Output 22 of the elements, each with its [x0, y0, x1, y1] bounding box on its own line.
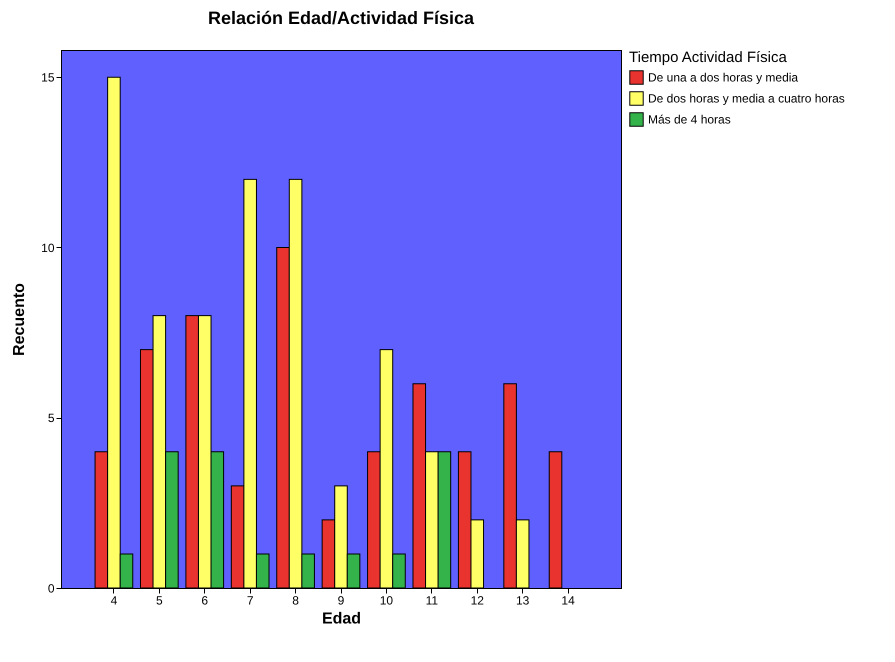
y-tick-label: 15 [41, 70, 55, 85]
x-tick-label: 14 [561, 594, 576, 608]
legend-label: De una a dos horas y media [648, 70, 798, 84]
y-tick-label: 0 [48, 582, 55, 596]
x-tick-label: 4 [110, 594, 118, 608]
y-tick-label: 10 [41, 240, 55, 255]
legend-title: Tiempo Actividad Física [629, 49, 788, 66]
legend-label: De dos horas y media a cuatro horas [648, 92, 845, 106]
y-axis-title: Recuento [11, 282, 28, 356]
x-tick-label: 11 [426, 594, 438, 608]
x-tick-label: 12 [470, 594, 484, 608]
x-tick-label: 8 [292, 594, 300, 608]
x-tick-label: 6 [201, 594, 208, 608]
chart-title: Relación Edad/Actividad Física [208, 8, 476, 28]
x-tick-label: 5 [156, 594, 163, 608]
y-tick-label: 5 [48, 411, 55, 426]
x-axis-title: Edad [322, 610, 362, 628]
x-tick-label: 7 [246, 594, 254, 608]
x-tick-label: 10 [380, 594, 394, 608]
x-tick-label: 9 [338, 594, 345, 608]
legend-label: Más de 4 horas [648, 112, 731, 126]
x-tick-label: 13 [516, 594, 530, 608]
